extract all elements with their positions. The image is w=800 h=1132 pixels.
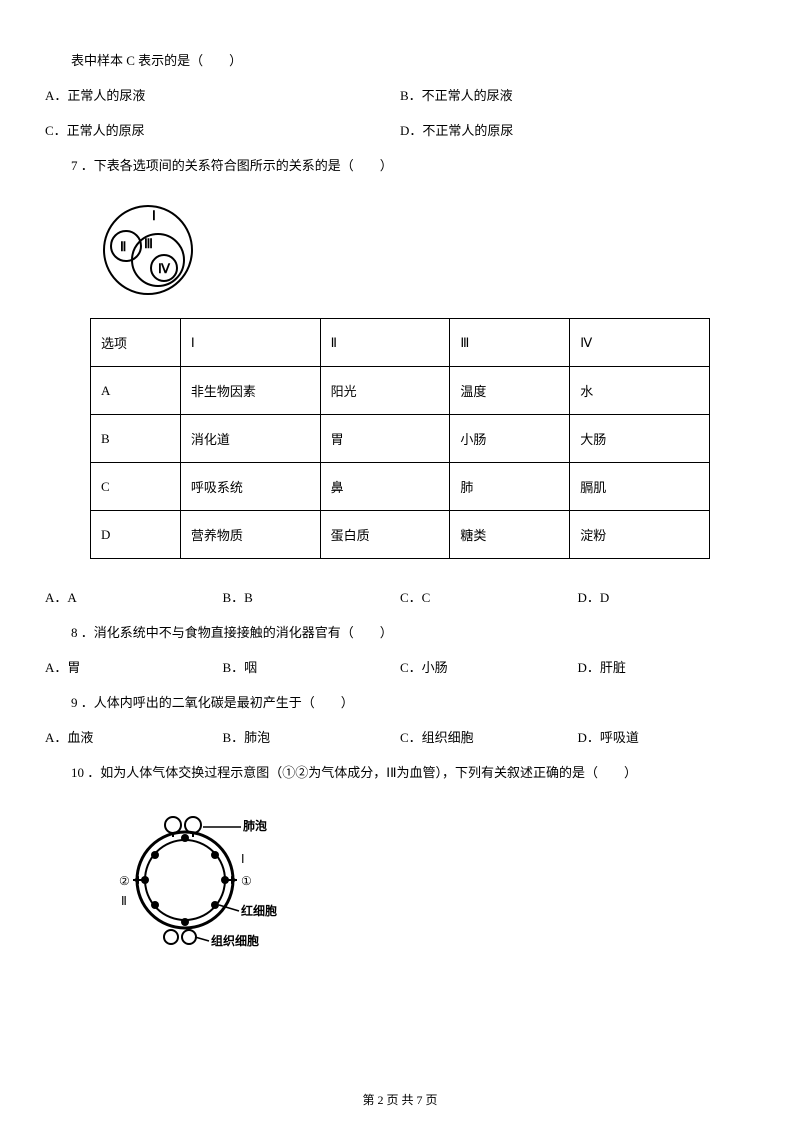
q10-stem: 10 ．如为人体气体交换过程示意图（①②为气体成分，ⅠⅡ为血管），下列有关叙述正… [45, 762, 755, 781]
q8-opt-a: A．胃 [45, 657, 223, 676]
td: 肺 [450, 463, 570, 511]
td: 阳光 [320, 367, 450, 415]
q7-opt-c: C．C [400, 587, 578, 606]
td: 鼻 [320, 463, 450, 511]
td: 蛋白质 [320, 511, 450, 559]
q6-opt-a: A．正常人的尿液 [45, 85, 400, 104]
q9-stem: 9 ．人体内呼出的二氧化碳是最初产生于（ ） [45, 692, 755, 711]
table-header-row: 选项 Ⅰ Ⅱ Ⅲ Ⅳ [91, 319, 710, 367]
venn-diagram: Ⅰ Ⅱ Ⅲ Ⅳ [90, 198, 210, 298]
label-n1: ① [241, 874, 252, 888]
th-1: Ⅰ [180, 319, 320, 367]
table-row: A 非生物因素 阳光 温度 水 [91, 367, 710, 415]
label-zuzhixibao: 组织细胞 [211, 933, 259, 948]
q6-opt-d: D．不正常人的原尿 [400, 120, 755, 139]
venn-label-III: Ⅲ [144, 236, 153, 251]
q6-opt-c: C．正常人的原尿 [45, 120, 400, 139]
label-II: Ⅱ [121, 894, 127, 908]
td: 糖类 [450, 511, 570, 559]
q6-options-row2: C．正常人的原尿 D．不正常人的原尿 [45, 120, 755, 139]
q6-opt-b: B．不正常人的尿液 [400, 85, 755, 104]
q7-stem: 7 ．下表各选项间的关系符合图所示的关系的是（ ） [45, 155, 755, 174]
td: 胃 [320, 415, 450, 463]
th-4: Ⅳ [570, 319, 710, 367]
q8-opt-b: B．咽 [223, 657, 401, 676]
label-n2: ② [119, 874, 130, 888]
q8-stem: 8 ．消化系统中不与食物直接接触的消化器官有（ ） [45, 622, 755, 641]
th-0: 选项 [91, 319, 181, 367]
td: 温度 [450, 367, 570, 415]
venn-label-II: Ⅱ [120, 239, 126, 254]
q9-opt-c: C．组织细胞 [400, 727, 578, 746]
td: B [91, 415, 181, 463]
gas-exchange-diagram: 肺泡 Ⅰ Ⅱ ① ② 红细胞 组织细胞 [115, 805, 285, 950]
td: 营养物质 [180, 511, 320, 559]
td: D [91, 511, 181, 559]
th-3: Ⅲ [450, 319, 570, 367]
td: 水 [570, 367, 710, 415]
td: 小肠 [450, 415, 570, 463]
label-I: Ⅰ [241, 852, 245, 866]
td: 膈肌 [570, 463, 710, 511]
td: 大肠 [570, 415, 710, 463]
table-row: B 消化道 胃 小肠 大肠 [91, 415, 710, 463]
q7-opt-a: A．A [45, 587, 223, 606]
td: 消化道 [180, 415, 320, 463]
td: 淀粉 [570, 511, 710, 559]
table-row: C 呼吸系统 鼻 肺 膈肌 [91, 463, 710, 511]
q9-opt-b: B．肺泡 [223, 727, 401, 746]
td: 非生物因素 [180, 367, 320, 415]
q7-table: 选项 Ⅰ Ⅱ Ⅲ Ⅳ A 非生物因素 阳光 温度 水 B 消化道 胃 小肠 大肠… [90, 318, 710, 559]
table-row: D 营养物质 蛋白质 糖类 淀粉 [91, 511, 710, 559]
q9-options: A．血液 B．肺泡 C．组织细胞 D．呼吸道 [45, 727, 755, 746]
td: 呼吸系统 [180, 463, 320, 511]
q8-options: A．胃 B．咽 C．小肠 D．肝脏 [45, 657, 755, 676]
q8-opt-c: C．小肠 [400, 657, 578, 676]
venn-label-IV: Ⅳ [158, 261, 171, 276]
q6-options-row1: A．正常人的尿液 B．不正常人的尿液 [45, 85, 755, 104]
q8-opt-d: D．肝脏 [578, 657, 756, 676]
q7-opt-b: B．B [223, 587, 401, 606]
td: A [91, 367, 181, 415]
th-2: Ⅱ [320, 319, 450, 367]
venn-label-I: Ⅰ [152, 208, 156, 223]
page-footer: 第 2 页 共 7 页 [0, 1091, 800, 1108]
q6-stem: 表中样本 C 表示的是（ ） [45, 50, 755, 69]
label-hongxibao: 红细胞 [241, 903, 277, 918]
label-feipao: 肺泡 [243, 818, 267, 833]
q7-opt-d: D．D [578, 587, 756, 606]
td: C [91, 463, 181, 511]
q9-opt-a: A．血液 [45, 727, 223, 746]
q7-options: A．A B．B C．C D．D [45, 587, 755, 606]
q9-opt-d: D．呼吸道 [578, 727, 756, 746]
